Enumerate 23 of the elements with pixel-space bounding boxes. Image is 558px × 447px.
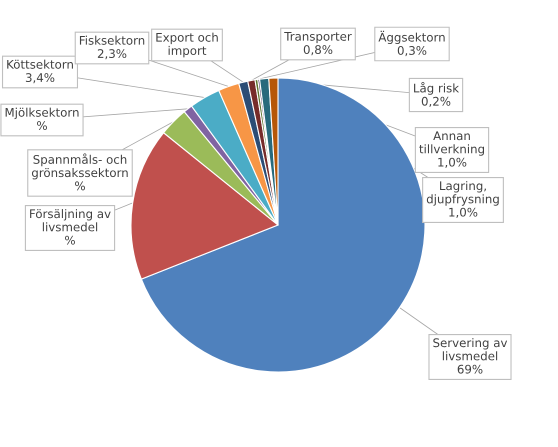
slice-label: Spannmåls- och grönsakssektorn [32, 153, 128, 180]
slice-label: Äggsektorn [378, 30, 445, 44]
data-label: % [75, 181, 85, 190]
data-label: % [65, 236, 75, 245]
slice-label: Lagring, djupfrysning [426, 181, 499, 206]
data-label: 69% [458, 364, 482, 374]
slice-label: Låg risk [414, 82, 460, 95]
data-label: 0,8% [304, 45, 332, 56]
data-label: 1,0% [438, 158, 466, 168]
data-label: % [37, 121, 47, 130]
slice-label: Fisksektorn [80, 36, 144, 45]
data-label: 3,4% [26, 73, 54, 84]
slice-label: Försäljning av livsmedel [30, 209, 111, 232]
slice-label: Mjölksektorn [6, 108, 79, 120]
slice-label: Köttsektorn [7, 60, 73, 69]
slice-label: Export och import [156, 32, 218, 58]
data-label: 0,2% [422, 96, 450, 107]
slice-label: Transporter [284, 32, 352, 44]
data-label: 1,0% [449, 208, 478, 218]
slice-label: Annan tillverkning [419, 131, 484, 156]
data-label: 0,3% [398, 46, 426, 56]
slice-label: Servering av livsmedel [433, 338, 508, 360]
data-label: 2,3% [98, 49, 126, 60]
